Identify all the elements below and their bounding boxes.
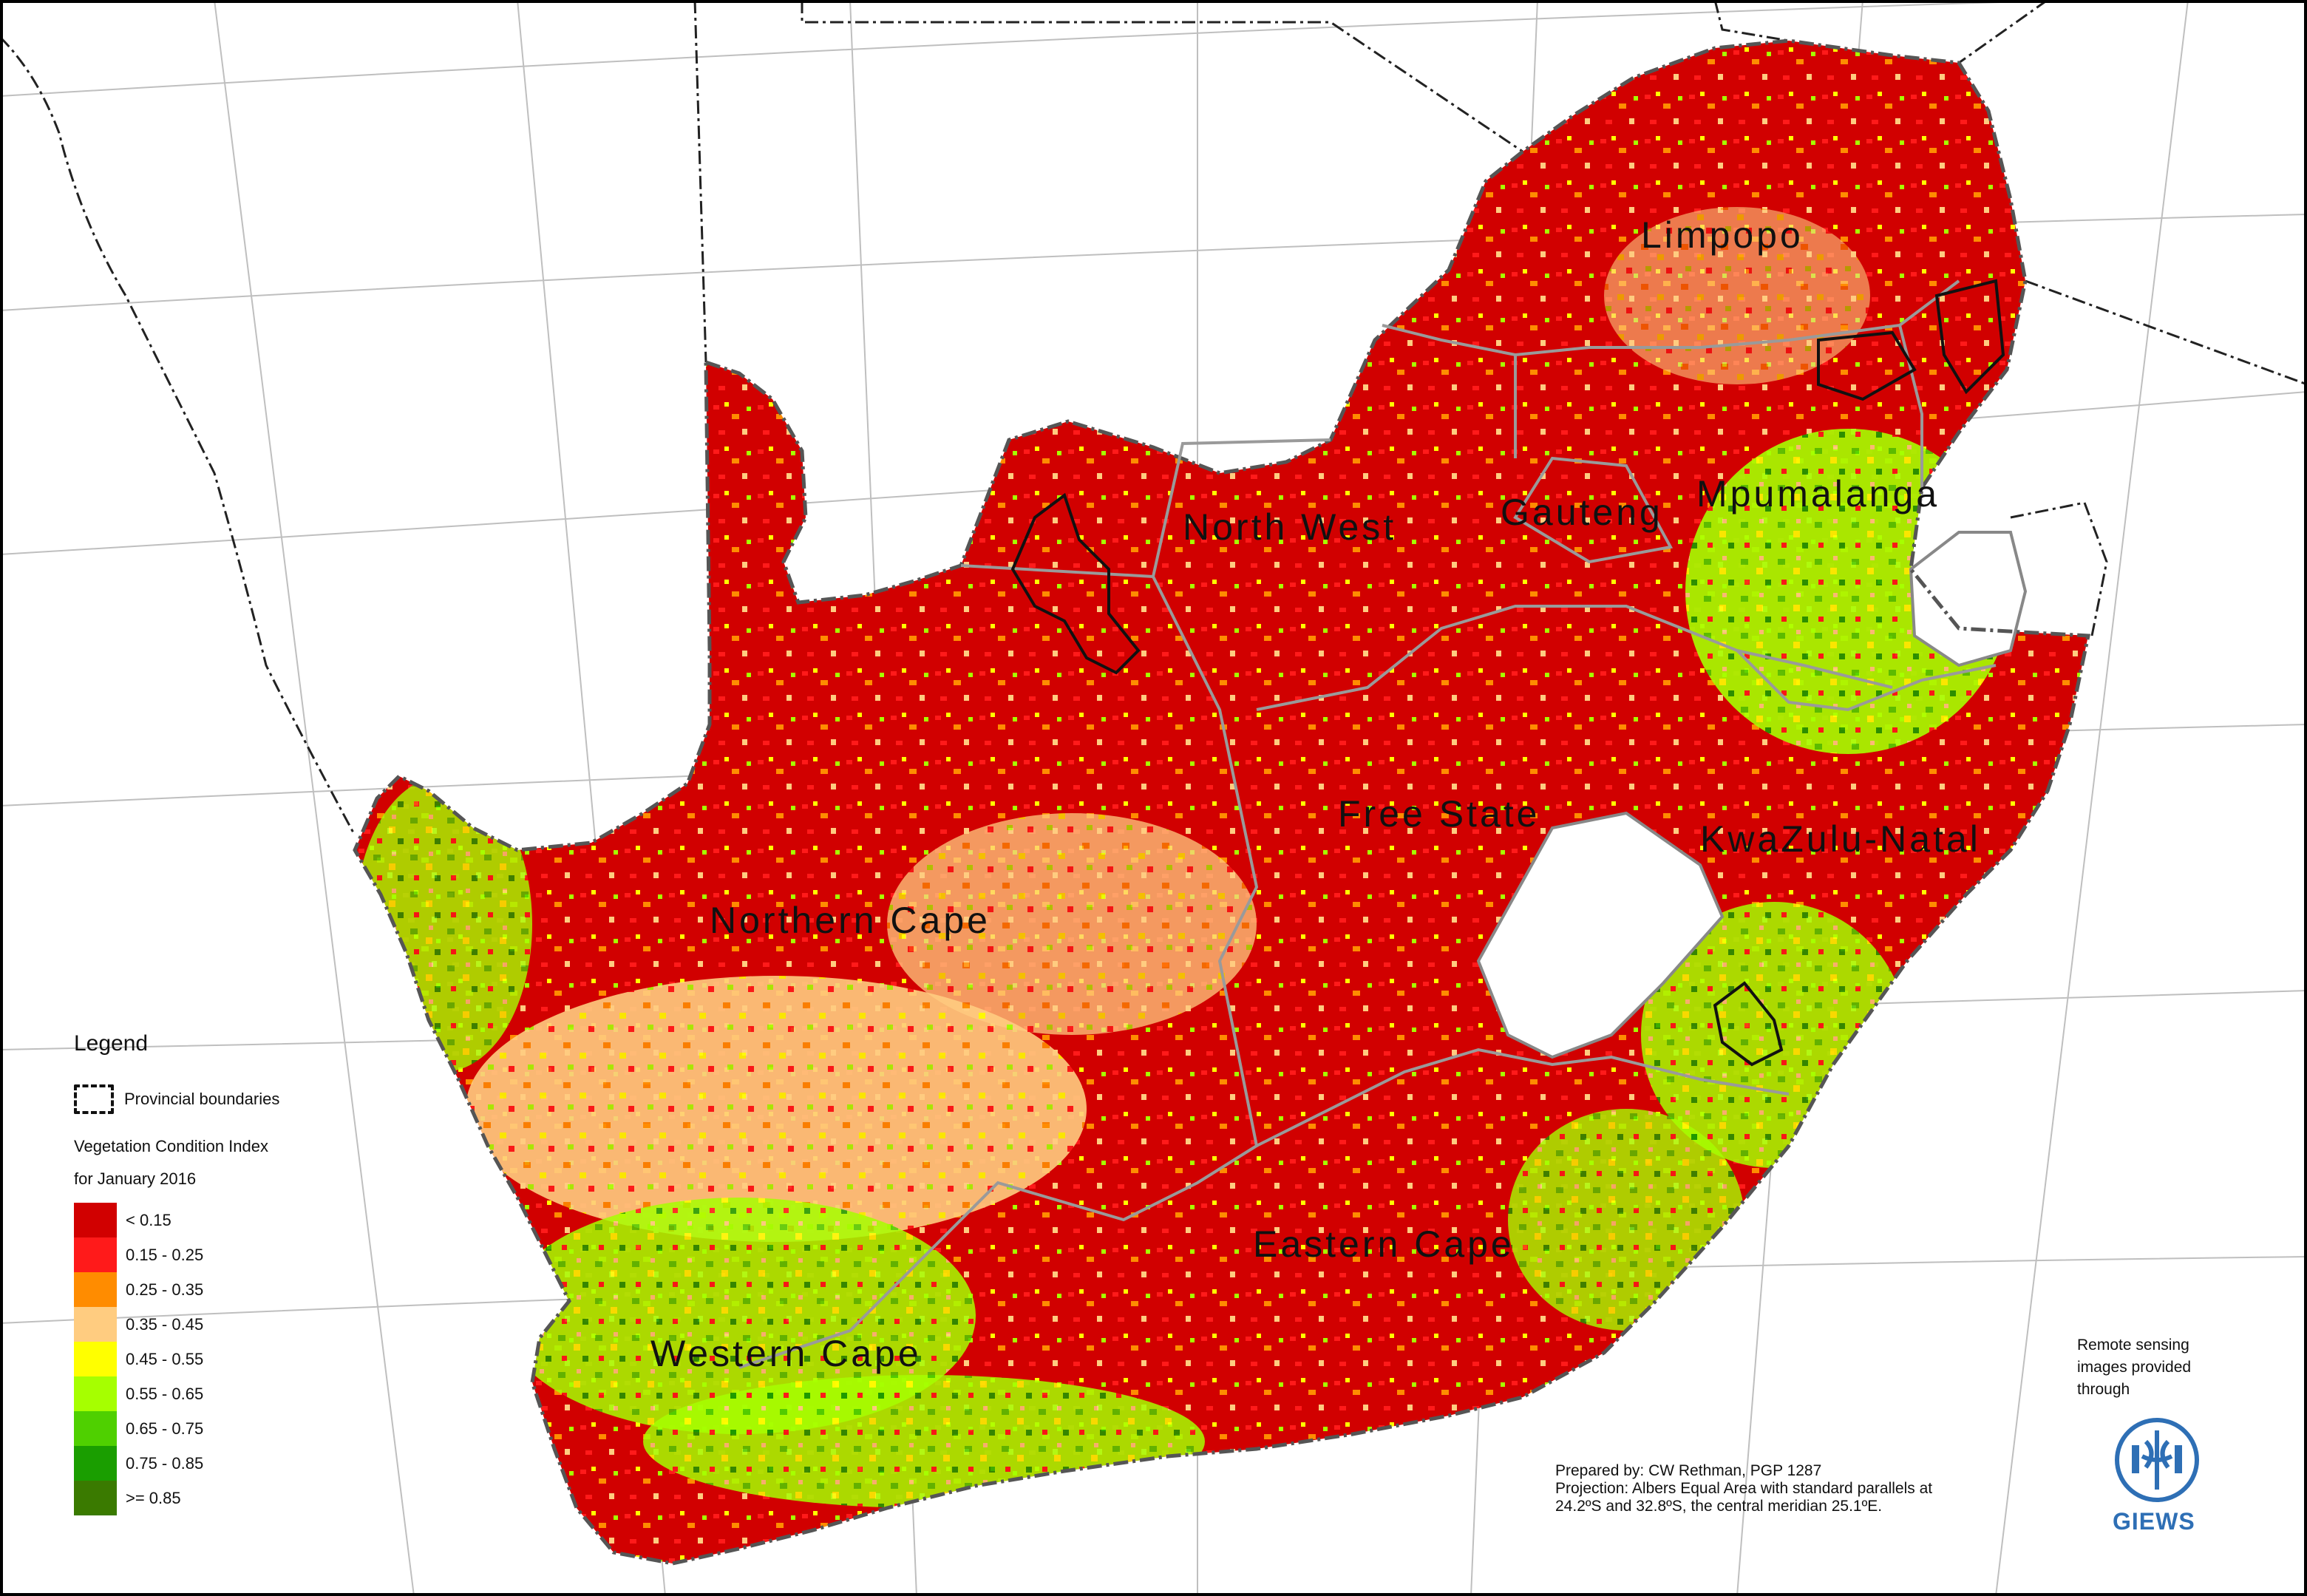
legend-class: 0.45 - 0.55 bbox=[74, 1342, 384, 1376]
fao-logo-icon bbox=[2115, 1418, 2199, 1502]
remote-sensing-line-1: Remote sensing bbox=[2077, 1337, 2189, 1354]
class-label: 0.15 - 0.25 bbox=[126, 1245, 204, 1264]
label-western-cape: Western Cape bbox=[650, 1333, 922, 1374]
class-label: 0.55 - 0.65 bbox=[126, 1384, 204, 1403]
legend-classes: < 0.15 0.15 - 0.25 0.25 - 0.35 0.35 - 0.… bbox=[74, 1203, 384, 1515]
class-swatch bbox=[74, 1446, 117, 1481]
projection-line-2: 24.2ºS and 32.8ºS, the central meridian … bbox=[1555, 1498, 1883, 1515]
legend-class: 0.75 - 0.85 bbox=[74, 1446, 384, 1481]
legend-class: 0.25 - 0.35 bbox=[74, 1272, 384, 1307]
index-period: for January 2016 bbox=[74, 1169, 197, 1188]
legend-class: >= 0.85 bbox=[74, 1481, 384, 1515]
map-credits: Prepared by: CW Rethman, PGP 1287 Projec… bbox=[1555, 1462, 1932, 1515]
label-free-state: Free State bbox=[1338, 793, 1540, 835]
class-swatch bbox=[74, 1411, 117, 1446]
label-eastern-cape: Eastern Cape bbox=[1253, 1223, 1515, 1265]
label-gauteng: Gauteng bbox=[1501, 492, 1663, 533]
provincial-boundaries bbox=[738, 279, 1997, 1369]
legend-class: 0.65 - 0.75 bbox=[74, 1411, 384, 1446]
label-mpumalanga: Mpumalanga bbox=[1696, 473, 1940, 515]
boundary-label: Provincial boundaries bbox=[124, 1090, 280, 1108]
legend-boundary-entry: Provincial boundaries bbox=[74, 1081, 384, 1117]
class-label: < 0.15 bbox=[126, 1210, 171, 1229]
district-outlines bbox=[1010, 279, 2005, 1067]
legend-title: Legend bbox=[74, 1031, 149, 1056]
prepared-by: Prepared by: CW Rethman, PGP 1287 bbox=[1555, 1462, 1822, 1479]
label-northern-cape: Northern Cape bbox=[710, 900, 991, 941]
class-label: 0.35 - 0.45 bbox=[126, 1314, 204, 1334]
class-swatch bbox=[74, 1342, 117, 1376]
class-swatch bbox=[74, 1481, 117, 1515]
lesotho-area bbox=[1476, 811, 1725, 1059]
class-label: 0.75 - 0.85 bbox=[126, 1453, 204, 1473]
remote-sensing-line-3: through bbox=[2077, 1381, 2130, 1398]
class-label: 0.45 - 0.55 bbox=[126, 1349, 204, 1368]
class-label: >= 0.85 bbox=[126, 1488, 181, 1507]
class-swatch bbox=[74, 1203, 117, 1237]
class-swatch bbox=[74, 1376, 117, 1411]
neighbour-borders bbox=[0, 0, 2307, 836]
class-label: 0.25 - 0.35 bbox=[126, 1280, 204, 1299]
giews-brand: GIEWS bbox=[2113, 1508, 2195, 1535]
legend: Legend Provincial boundaries Vegetation … bbox=[74, 1031, 384, 1515]
eswatini-area bbox=[1909, 531, 2028, 668]
label-north-west: North West bbox=[1183, 506, 1396, 548]
class-swatch bbox=[74, 1272, 117, 1307]
legend-class: 0.35 - 0.45 bbox=[74, 1307, 384, 1342]
south-africa-raster bbox=[355, 41, 2088, 1563]
boundary-swatch bbox=[74, 1084, 114, 1114]
region-labels: Limpopo North West Gauteng Mpumalanga Fr… bbox=[650, 214, 1981, 1374]
legend-class: 0.55 - 0.65 bbox=[74, 1376, 384, 1411]
legend-class: 0.15 - 0.25 bbox=[74, 1237, 384, 1272]
label-limpopo: Limpopo bbox=[1641, 214, 1804, 256]
giews-block: Remote sensing images provided through G… bbox=[2077, 1334, 2225, 1535]
class-swatch bbox=[74, 1237, 117, 1272]
legend-class: < 0.15 bbox=[74, 1203, 384, 1237]
label-kwazulu-natal: KwaZulu-Natal bbox=[1700, 818, 1981, 860]
index-title: Vegetation Condition Index bbox=[74, 1137, 268, 1155]
class-swatch bbox=[74, 1307, 117, 1342]
projection-line-1: Projection: Albers Equal Area with stand… bbox=[1555, 1480, 1933, 1497]
remote-sensing-line-2: images provided bbox=[2077, 1359, 2192, 1376]
class-label: 0.65 - 0.75 bbox=[126, 1419, 204, 1438]
